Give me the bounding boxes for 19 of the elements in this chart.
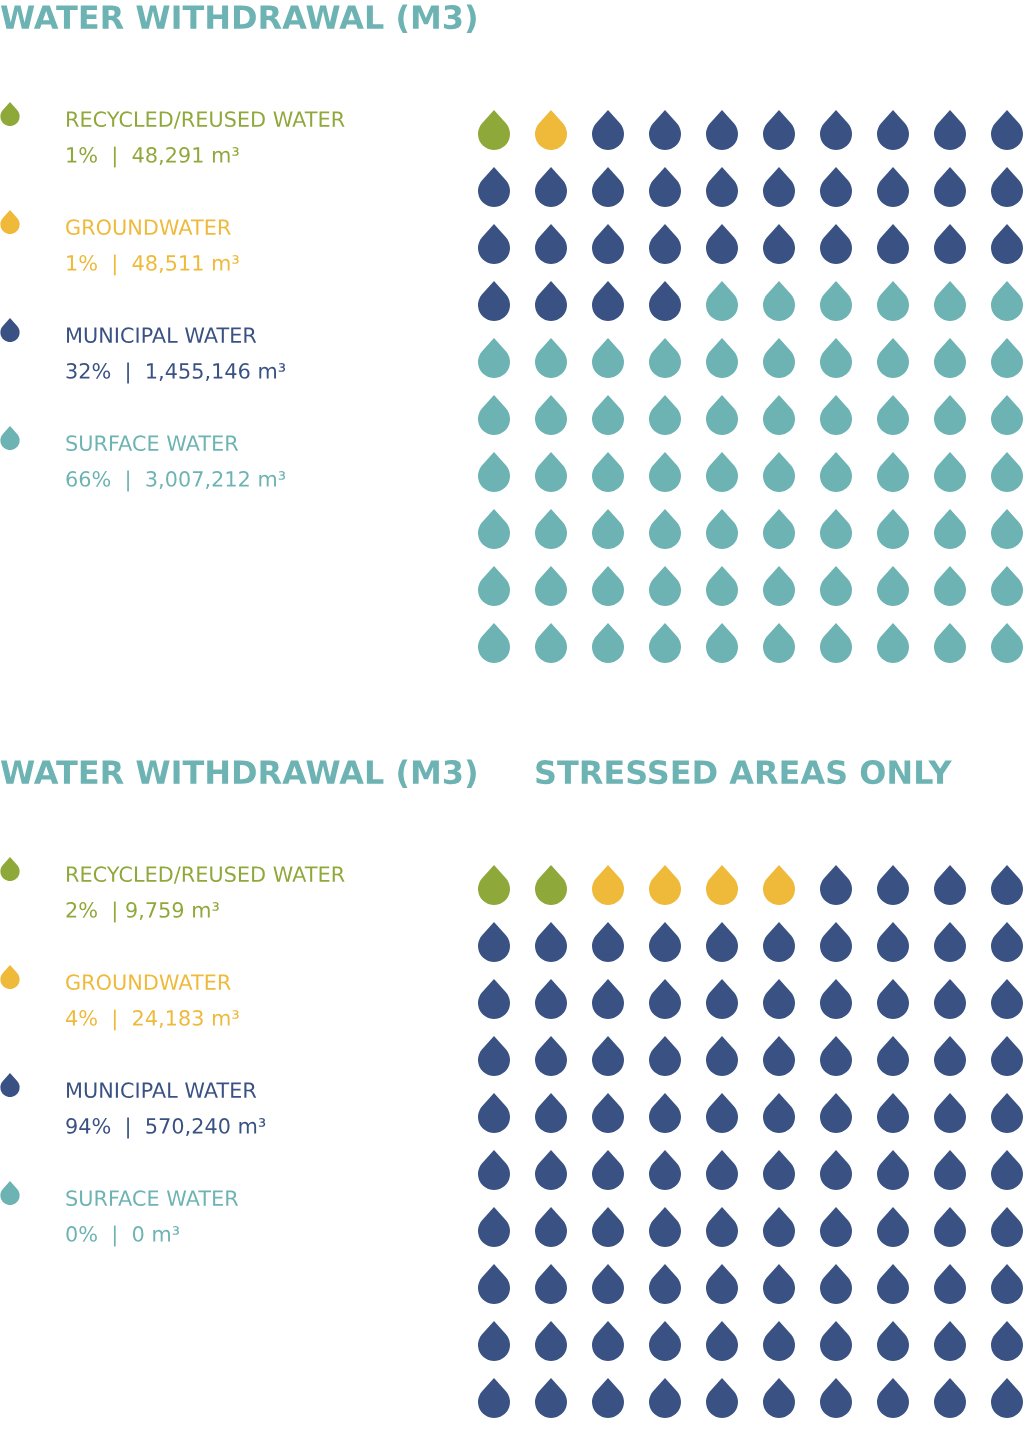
category-label: GROUNDWATER [66, 219, 231, 236]
data-label: 66% | 3,007,212 m³ [66, 470, 286, 492]
text: WATER WITHDRAWAL (M3) [0, 4, 476, 34]
category-label: SURFACE WATER [66, 435, 239, 452]
data-label: 1% | 48,511 m³ [67, 254, 239, 276]
data-label: 0% | 0 m³ [66, 1225, 180, 1247]
data-label: 32% | 1,455,146 m³ [66, 362, 286, 384]
data-label: 94% | 570,240 m³ [66, 1117, 266, 1139]
data-label: 2% | 9,759 m³ [66, 901, 219, 923]
text: STRESSED AREAS ONLY [536, 760, 952, 785]
category-label: GROUNDWATER [66, 974, 231, 991]
category-label: RECYCLED/REUSED WATER [67, 111, 345, 129]
category-label: MUNICIPAL WATER [67, 1082, 257, 1099]
text: WATER WITHDRAWAL (M3) [0, 759, 476, 789]
category-label: RECYCLED/REUSED WATER [67, 866, 345, 884]
data-label: 4% | 24,183 m³ [66, 1009, 239, 1031]
data-label: 1% | 48,291 m³ [67, 146, 239, 168]
category-label: SURFACE WATER [66, 1190, 239, 1207]
category-label: MUNICIPAL WATER [67, 327, 257, 344]
